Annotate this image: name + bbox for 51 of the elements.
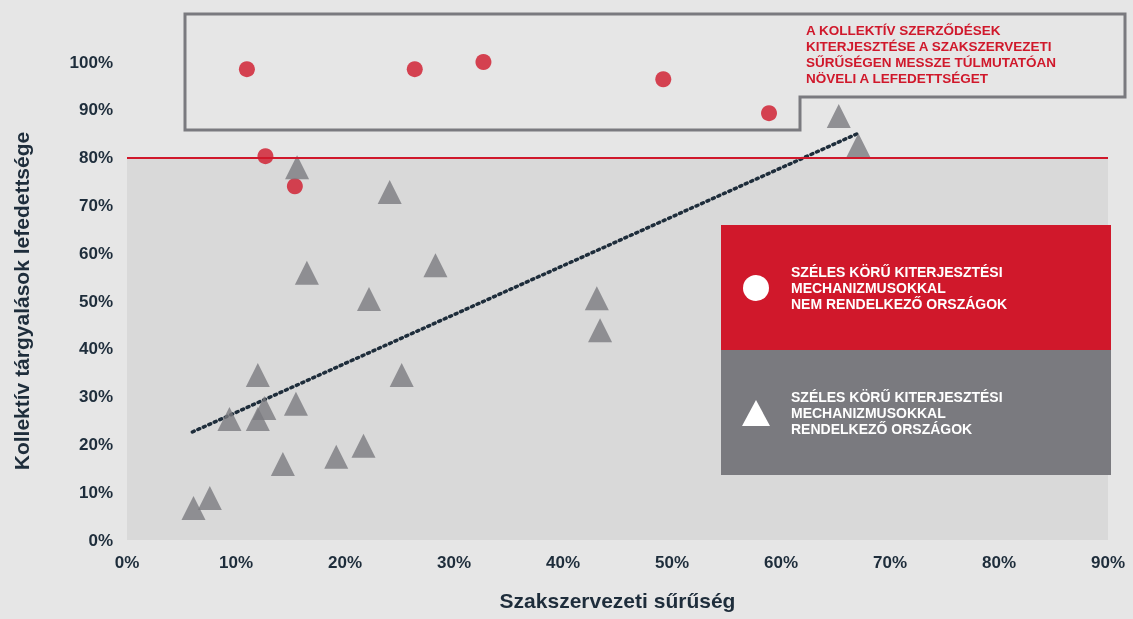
point [181,495,206,520]
y-tick-label: 20% [78,434,113,454]
point [238,61,255,78]
point [655,71,672,88]
point [389,363,414,388]
legend-panel: SZÉLES KÖRŰ KITERJESZTÉSI MECHANIZMUSOKKAL RENDELKEZŐ ORSZÁGOK [721,350,1111,475]
y-tick-label: 60% [78,243,113,263]
point [584,286,609,311]
point [351,433,376,458]
y-tick-label: 0% [88,530,113,550]
y-tick-label: 70% [78,195,113,215]
annotation: A KOLLEKTÍV SZERZŐDÉSEK KITERJESZTÉSE A SZAKSZERVEZETI SŰRŰSÉGEN MESSZE TÚLMUTATÓAN NÖVELI A LEFEDETTSÉGET [806,22,1057,86]
point [245,363,270,388]
point [217,407,242,432]
point [324,444,349,469]
x-tick-label: 0% [114,553,140,572]
y-axis-title: Kollektív tárgyalások lefedettsége [10,131,33,471]
point [270,452,295,476]
point [406,61,423,78]
point [283,391,308,416]
point [294,260,319,285]
y-tick-label: 100% [69,52,113,72]
point [285,155,310,180]
point [197,485,222,510]
x-tick-label: 90% [1090,553,1126,572]
x-axis-title: Szakszervezeti sűrűség [499,589,736,612]
legend-panel: SZÉLES KÖRŰ KITERJESZTÉSI MECHANIZMUSOKKAL NEM RENDELKEZŐ ORSZÁGOK [721,225,1111,350]
x-tick-label: 10% [218,553,254,572]
y-tick-label: 90% [78,100,113,120]
x-tick-label: 50% [654,553,690,572]
point [356,287,381,312]
point [846,133,871,158]
point [826,104,851,129]
y-tick-label: 40% [78,339,113,359]
x-tick-label: 80% [981,553,1017,572]
x-tick-label: 20% [327,553,363,572]
point [245,407,270,432]
y-tick-label: 50% [78,291,113,311]
x-tick-label: 70% [872,553,908,572]
y-tick-label: 30% [78,387,113,407]
point [377,180,402,205]
y-tick-label: 10% [78,482,113,502]
y-tick-label: 80% [78,148,113,168]
point [475,54,492,70]
x-tick-label: 60% [763,553,799,572]
point [423,253,448,278]
point [588,318,613,343]
point [286,178,303,195]
x-tick-label: 30% [436,553,472,572]
point [761,105,778,122]
x-tick-label: 40% [545,553,581,572]
